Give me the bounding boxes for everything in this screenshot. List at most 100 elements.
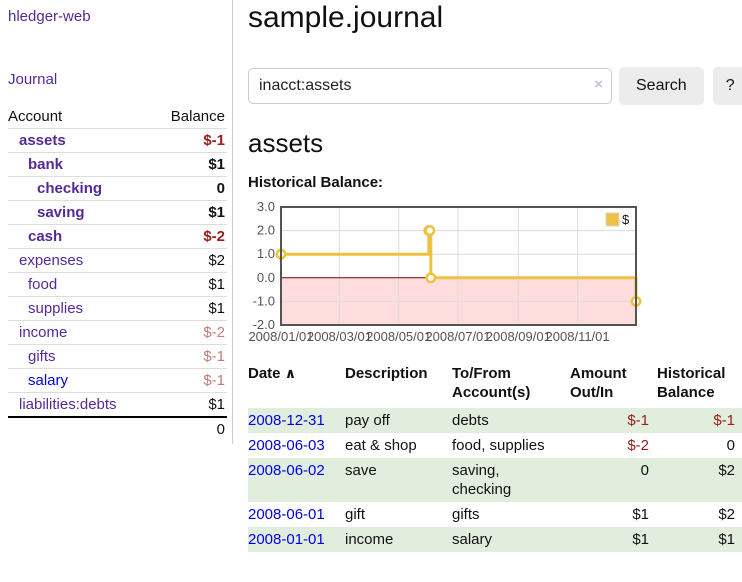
account-row-checking: checking 0 — [8, 176, 227, 200]
svg-text:0.0: 0.0 — [257, 270, 275, 285]
account-total-row: 0 — [8, 416, 227, 441]
account-balance-table: Account Balance assets $-1 bank $1 check… — [8, 105, 227, 441]
account-row-income: income $-2 — [8, 320, 227, 344]
svg-text:2008/03/01: 2008/03/01 — [307, 329, 372, 344]
transaction-accounts: food, supplies — [452, 437, 545, 454]
svg-text:$: $ — [622, 212, 630, 227]
date-header-label: Date — [248, 365, 281, 382]
svg-text:2008/07/01: 2008/07/01 — [425, 329, 490, 344]
account-link-saving[interactable]: saving — [37, 204, 85, 221]
account-row-cash: cash $-2 — [8, 224, 227, 248]
balance-column-header: Balance — [170, 108, 225, 125]
transaction-accounts: saving, checking — [452, 458, 570, 502]
account-link-checking[interactable]: checking — [37, 180, 103, 197]
clear-search-icon[interactable]: × — [594, 76, 603, 93]
account-link-liabilities-debts[interactable]: liabilities:debts — [19, 396, 117, 413]
account-link-assets[interactable]: assets — [19, 132, 66, 149]
column-header-amount: Amount Out/In — [570, 365, 627, 401]
svg-text:-1.0: -1.0 — [253, 293, 275, 308]
account-balance: $1 — [208, 204, 225, 221]
register-row: 2008-06-02 save saving, checking 0 $2 — [248, 458, 742, 502]
transaction-balance: $1 — [657, 527, 742, 552]
column-header-balance: Historical Balance — [657, 365, 726, 401]
account-row-gifts: gifts $-1 — [8, 344, 227, 368]
account-balance: $-1 — [203, 372, 225, 389]
account-row-liabilities-debts: liabilities:debts $1 — [8, 392, 227, 416]
transaction-date-link[interactable]: 2008-06-03 — [248, 437, 325, 454]
sidebar: hledger-web Journal Account Balance asse… — [0, 0, 233, 444]
account-title: assets — [248, 128, 324, 158]
account-link-income[interactable]: income — [19, 324, 68, 341]
transaction-amount: $1 — [570, 527, 657, 552]
transaction-amount: $-2 — [627, 437, 649, 454]
transaction-amount: $1 — [632, 506, 649, 523]
register-row: 2008-01-01 income salary $1 $1 — [248, 527, 742, 552]
column-header-accounts: To/From Account(s) — [452, 365, 531, 401]
svg-text:2008/11/01: 2008/11/01 — [546, 329, 610, 344]
transaction-balance: $2 — [718, 506, 735, 523]
account-link-cash[interactable]: cash — [28, 228, 63, 245]
transaction-description: pay off — [345, 408, 452, 433]
account-column-header: Account — [8, 108, 63, 125]
svg-text:2.0: 2.0 — [257, 223, 275, 238]
account-balance: $-1 — [203, 132, 225, 149]
account-link-bank[interactable]: bank — [28, 156, 64, 173]
transaction-balance: $2 — [657, 458, 742, 502]
transaction-balance: $-1 — [657, 408, 742, 433]
search-bar: × Search ? — [248, 67, 742, 105]
transaction-date-link[interactable]: 2008-06-01 — [248, 506, 325, 523]
transaction-description: save — [345, 458, 452, 502]
account-row-bank: bank $1 — [8, 152, 227, 176]
help-button[interactable]: ? — [712, 67, 742, 105]
search-input[interactable] — [248, 68, 612, 104]
account-link-salary[interactable]: salary — [28, 372, 69, 389]
main-content: sample.journal × Search ? assets Histori… — [248, 0, 742, 552]
svg-text:2008/09/01: 2008/09/01 — [486, 329, 551, 344]
account-row-saving: saving $1 — [8, 200, 227, 224]
svg-text:1.0: 1.0 — [257, 246, 275, 261]
account-balance: $1 — [208, 156, 225, 173]
brand-link[interactable]: hledger-web — [8, 8, 91, 25]
account-balance: $1 — [208, 396, 225, 413]
transaction-description: income — [345, 527, 452, 552]
transaction-date-link[interactable]: 2008-06-02 — [248, 462, 325, 479]
register-table: Date ∧ Description To/From Account(s) Am… — [248, 364, 742, 552]
sort-ascending-icon: ∧ — [284, 365, 297, 381]
transaction-date-link[interactable]: 2008-01-01 — [248, 531, 325, 548]
account-balance: $1 — [208, 276, 225, 293]
account-link-expenses[interactable]: expenses — [19, 252, 84, 269]
account-row-supplies: supplies $1 — [8, 296, 227, 320]
account-balance: $-2 — [203, 228, 225, 245]
account-balance: $1 — [208, 300, 225, 317]
account-table-header: Account Balance — [8, 105, 227, 128]
column-header-description: Description — [345, 365, 428, 382]
transaction-date-link[interactable]: 2008-12-31 — [248, 412, 325, 429]
account-link-gifts[interactable]: gifts — [28, 348, 56, 365]
transaction-balance: 0 — [726, 437, 735, 454]
account-row-assets: assets $-1 — [8, 128, 227, 152]
register-row: 2008-06-01 gift gifts $1 $2 — [248, 502, 742, 527]
svg-text:2008/05/01: 2008/05/01 — [366, 329, 431, 344]
transaction-accounts: debts — [452, 408, 570, 433]
svg-text:2008/01/01: 2008/01/01 — [248, 329, 313, 344]
transaction-description: gift — [345, 506, 366, 523]
historical-balance-chart: $3.0 2.0 1.0 0.0 -1.0 -2.0 2008/01/01 2008/03/0… — [248, 197, 644, 347]
column-header-date[interactable]: Date ∧ — [248, 364, 345, 408]
register-row: 2008-12-31 pay off debts $-1 $-1 — [248, 408, 742, 433]
transaction-amount: $-1 — [570, 408, 657, 433]
total-balance: 0 — [216, 421, 225, 438]
balance-chart-svg: $3.0 2.0 1.0 0.0 -1.0 -2.02008/01/012008/03/0… — [248, 199, 642, 344]
register-row: 2008-06-03 eat & shop food, supplies $-2… — [248, 433, 742, 458]
chart-title: Historical Balance: — [248, 174, 384, 191]
search-button[interactable]: Search — [619, 67, 704, 105]
account-balance: 0 — [216, 180, 225, 197]
account-link-food[interactable]: food — [28, 276, 58, 293]
sidebar-item-journal[interactable]: Journal — [8, 71, 58, 88]
transaction-accounts: gifts — [452, 506, 480, 523]
account-balance: $-1 — [203, 348, 225, 365]
transaction-amount: 0 — [570, 458, 657, 502]
svg-text:3.0: 3.0 — [257, 199, 275, 214]
account-link-supplies[interactable]: supplies — [28, 300, 84, 317]
account-balance: $2 — [208, 252, 225, 269]
account-row-expenses: expenses $2 — [8, 248, 227, 272]
